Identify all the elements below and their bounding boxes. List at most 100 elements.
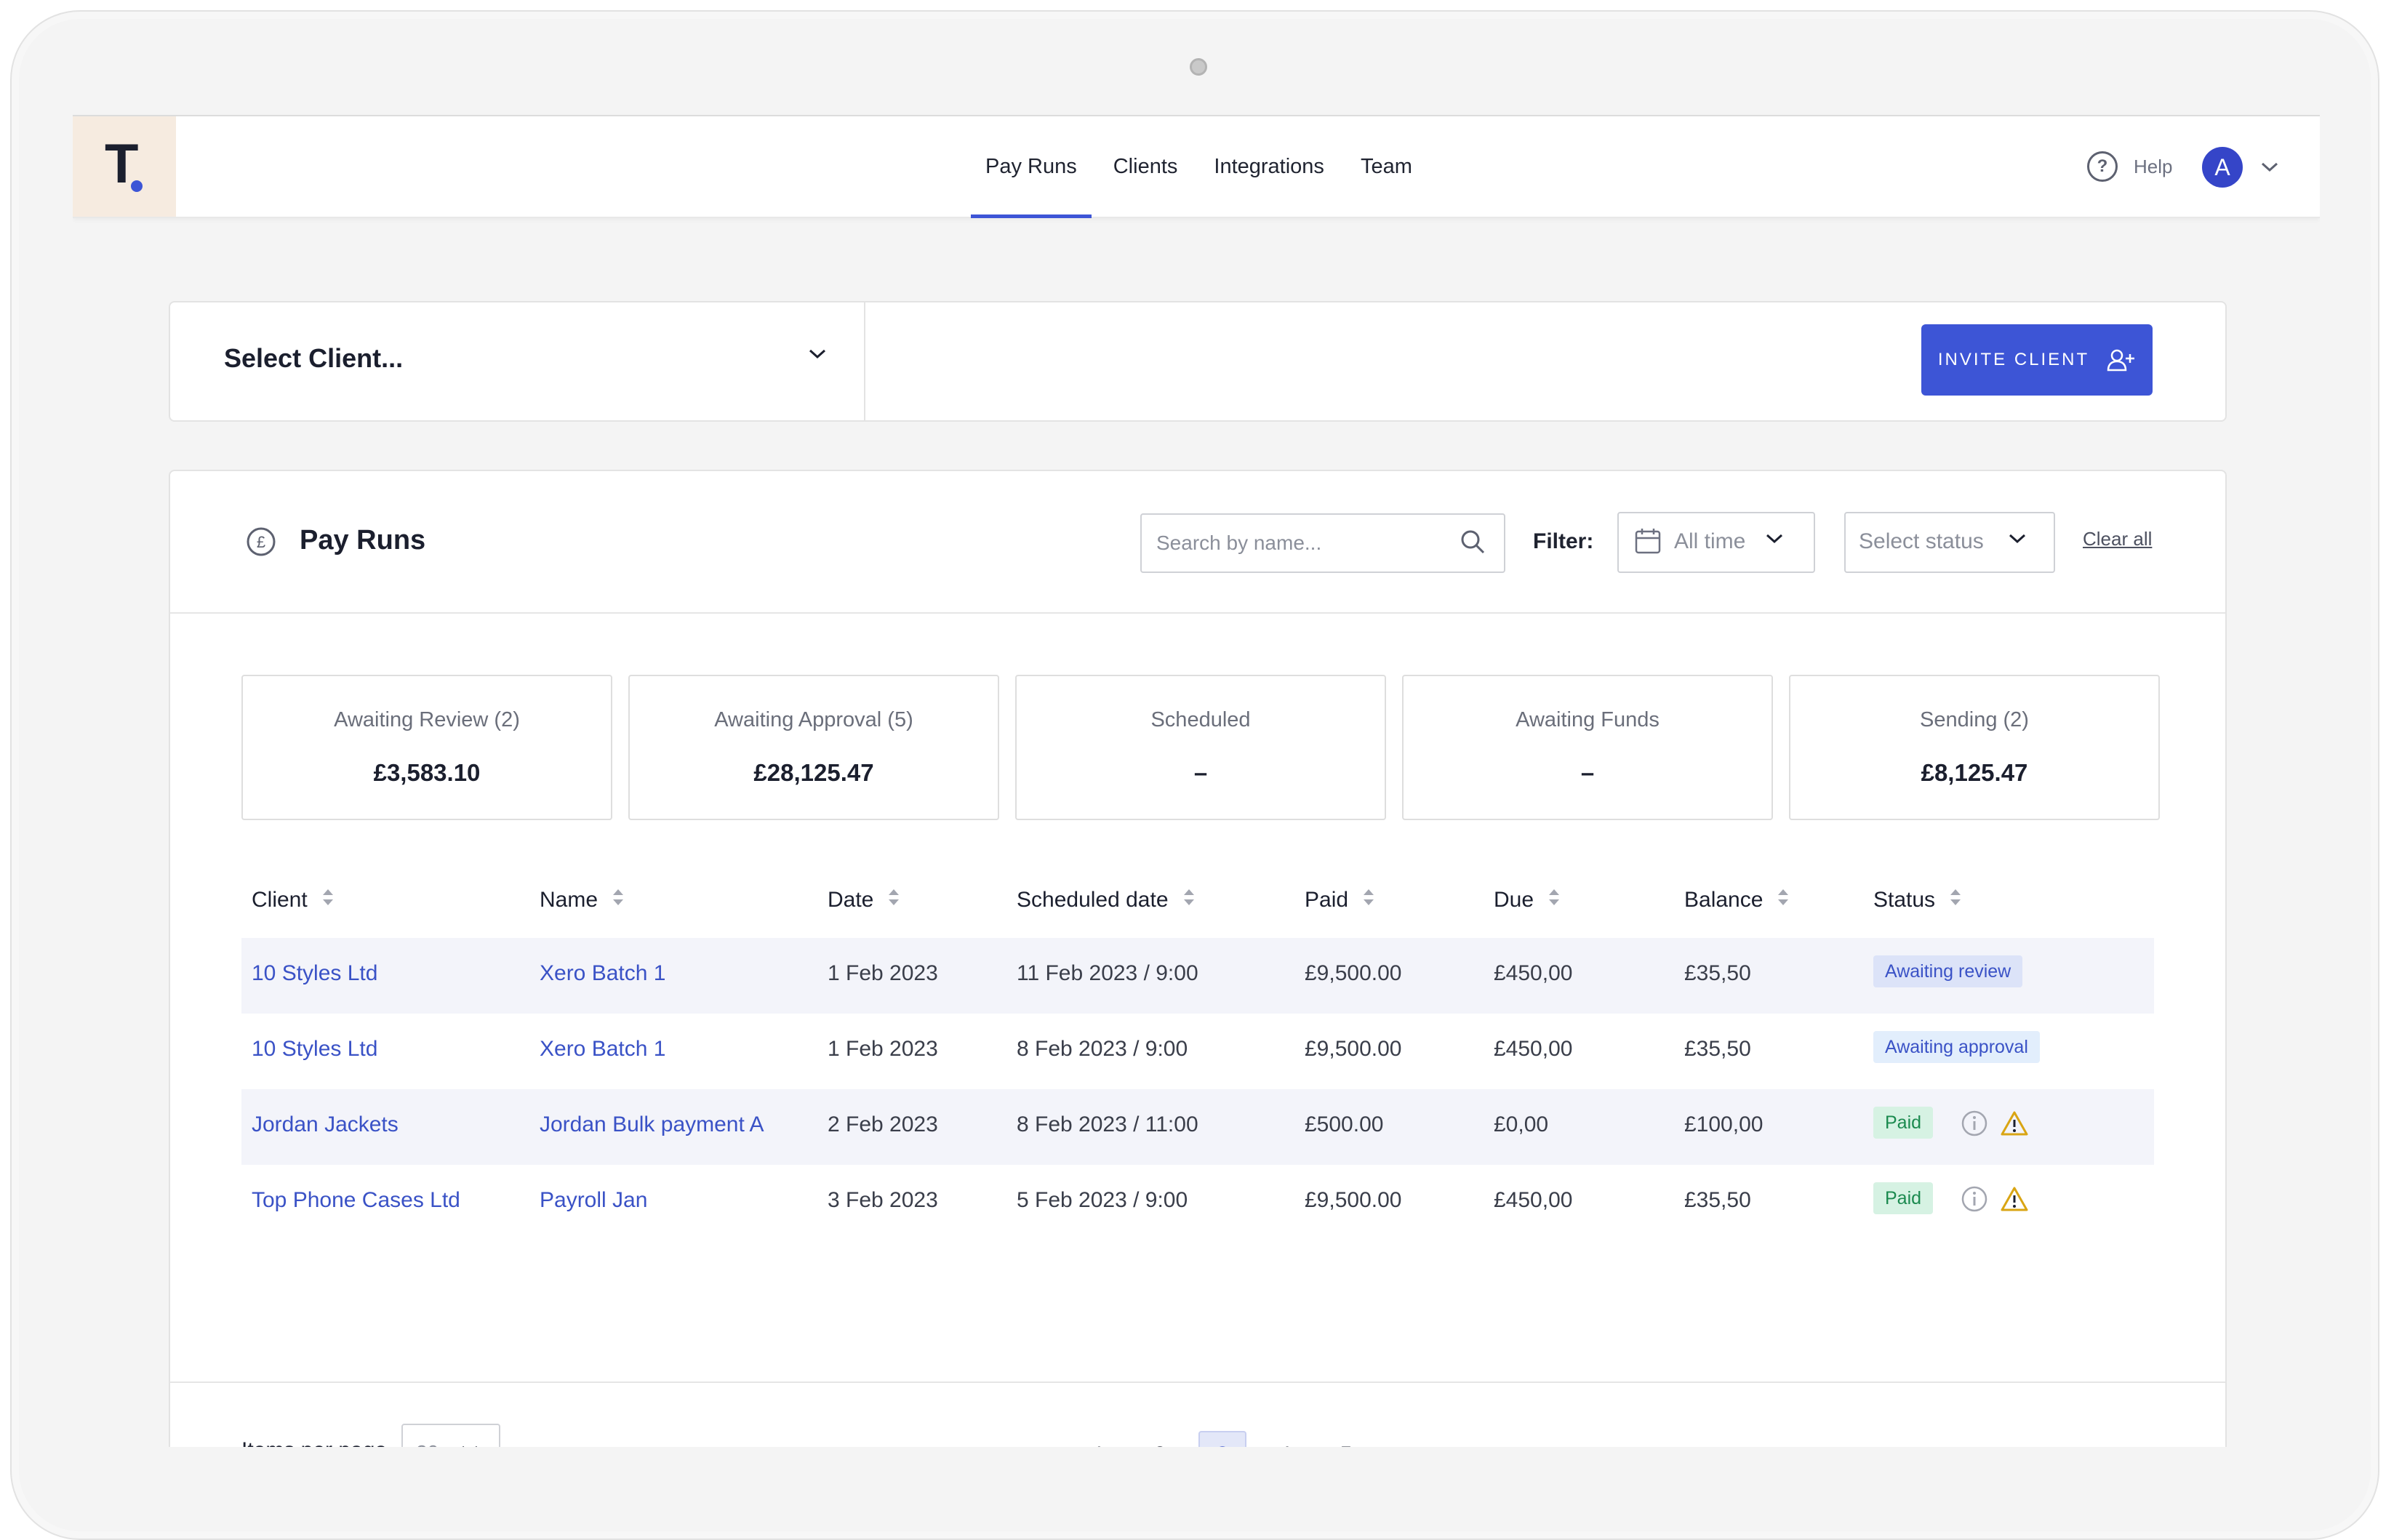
summary-cards: Awaiting Review (2) £3,583.10 Awaiting A… bbox=[241, 675, 2160, 820]
info-icon[interactable] bbox=[1961, 1110, 1988, 1137]
pay-run-name-link[interactable]: Xero Batch 1 bbox=[540, 1037, 666, 1061]
page-4-button[interactable]: 4 bbox=[1262, 1432, 1308, 1447]
client-select[interactable]: Select Client... bbox=[170, 302, 865, 420]
nav-clients[interactable]: Clients bbox=[1113, 155, 1178, 178]
nav-pay-runs[interactable]: Pay Runs bbox=[971, 116, 1092, 218]
avatar[interactable]: A bbox=[2202, 147, 2243, 188]
table-row[interactable]: Top Phone Cases Ltd Payroll Jan 3 Feb 20… bbox=[241, 1165, 2154, 1240]
sort-icon[interactable] bbox=[1547, 886, 1561, 915]
main-nav: Pay Runs Clients Integrations Team bbox=[971, 116, 1434, 218]
summary-value: £8,125.47 bbox=[1921, 759, 2028, 786]
summary-label: Awaiting Funds bbox=[1516, 708, 1660, 731]
table-row[interactable]: 10 Styles Ltd Xero Batch 1 1 Feb 2023 8 … bbox=[241, 1014, 2154, 1089]
status-filter-value: Select status bbox=[1859, 529, 1984, 553]
status-badge: Paid bbox=[1873, 1107, 1934, 1139]
pay-run-name-link[interactable]: Xero Batch 1 bbox=[540, 961, 666, 985]
top-nav: T Pay Runs Clients Integrations Team ? H… bbox=[73, 116, 2320, 218]
invite-client-label: INVITE CLIENT bbox=[1937, 350, 2090, 369]
column-header-client[interactable]: Client bbox=[252, 886, 335, 915]
summary-label: Awaiting Approval (5) bbox=[714, 708, 913, 731]
search-box bbox=[1140, 513, 1505, 573]
filter-label: Filter: bbox=[1533, 529, 1594, 553]
items-per-page-value: 20 bbox=[416, 1441, 439, 1447]
search-icon[interactable] bbox=[1459, 528, 1488, 561]
row-status-icons bbox=[1961, 1110, 2029, 1137]
column-header-scheduled-date[interactable]: Scheduled date bbox=[1017, 886, 1196, 915]
items-per-page-label: Items per page bbox=[241, 1438, 387, 1447]
chevron-down-icon[interactable] bbox=[2260, 161, 2279, 177]
scheduled-date-cell: 5 Feb 2023 / 9:00 bbox=[1017, 1188, 1188, 1212]
summary-card-awaiting-review[interactable]: Awaiting Review (2) £3,583.10 bbox=[241, 675, 612, 820]
warning-icon[interactable] bbox=[2000, 1185, 2029, 1213]
time-filter-dropdown[interactable]: All time bbox=[1617, 512, 1815, 573]
column-label: Due bbox=[1494, 888, 1534, 912]
client-select-label: Select Client... bbox=[224, 343, 404, 373]
pound-icon: £ bbox=[246, 526, 276, 561]
sort-icon[interactable] bbox=[611, 886, 625, 915]
pay-run-name-link[interactable]: Jordan Bulk payment A bbox=[540, 1112, 764, 1136]
sort-icon[interactable] bbox=[1361, 886, 1376, 915]
column-header-due[interactable]: Due bbox=[1494, 886, 1561, 915]
column-label: Scheduled date bbox=[1017, 888, 1169, 912]
paid-cell: £9,500.00 bbox=[1305, 1037, 1402, 1061]
page-3-button[interactable]: 3 bbox=[1198, 1431, 1246, 1447]
invite-client-button[interactable]: INVITE CLIENT bbox=[1921, 324, 2153, 396]
pay-runs-panel: £ Pay Runs Filter: All time bbox=[169, 470, 2227, 1447]
table-header: Client Name Date Scheduled date Paid bbox=[241, 858, 2154, 938]
help-link[interactable]: ? Help bbox=[2087, 151, 2172, 182]
client-link[interactable]: Top Phone Cases Ltd bbox=[252, 1188, 460, 1212]
client-link[interactable]: 10 Styles Ltd bbox=[252, 961, 378, 985]
summary-card-scheduled[interactable]: Scheduled – bbox=[1015, 675, 1386, 820]
column-header-status[interactable]: Status bbox=[1873, 886, 1963, 915]
column-header-date[interactable]: Date bbox=[828, 886, 901, 915]
summary-label: Scheduled bbox=[1150, 708, 1251, 731]
sort-icon[interactable] bbox=[1776, 886, 1790, 915]
date-cell: 1 Feb 2023 bbox=[828, 961, 938, 985]
double-chevron-right-icon[interactable] bbox=[1446, 1432, 1491, 1447]
column-header-name[interactable]: Name bbox=[540, 886, 625, 915]
status-badge: Paid bbox=[1873, 1182, 1934, 1214]
pay-runs-header: £ Pay Runs Filter: All time bbox=[170, 471, 2225, 614]
client-link[interactable]: Jordan Jackets bbox=[252, 1112, 399, 1136]
date-cell: 3 Feb 2023 bbox=[828, 1188, 938, 1212]
column-header-balance[interactable]: Balance bbox=[1684, 886, 1790, 915]
sort-icon[interactable] bbox=[886, 886, 901, 915]
client-bar: Select Client... INVITE CLIENT bbox=[169, 301, 2227, 422]
search-input[interactable] bbox=[1155, 525, 1449, 561]
logo[interactable]: T bbox=[73, 116, 176, 217]
column-header-paid[interactable]: Paid bbox=[1305, 886, 1376, 915]
column-label: Name bbox=[540, 888, 598, 912]
paid-cell: £500.00 bbox=[1305, 1112, 1384, 1136]
summary-card-awaiting-approval[interactable]: Awaiting Approval (5) £28,125.47 bbox=[628, 675, 999, 820]
page-1-button[interactable]: 1 bbox=[1076, 1432, 1121, 1447]
page-2-button[interactable]: 2 bbox=[1137, 1432, 1182, 1447]
table-row[interactable]: Jordan Jackets Jordan Bulk payment A 2 F… bbox=[241, 1089, 2154, 1165]
clear-all-link[interactable]: Clear all bbox=[2083, 528, 2153, 550]
app-screen: T Pay Runs Clients Integrations Team ? H… bbox=[73, 115, 2320, 1447]
svg-text:£: £ bbox=[257, 533, 265, 551]
table-row[interactable]: 10 Styles Ltd Xero Batch 1 1 Feb 2023 11… bbox=[241, 938, 2154, 1014]
sort-icon[interactable] bbox=[1182, 886, 1196, 915]
warning-icon[interactable] bbox=[2000, 1110, 2029, 1137]
scheduled-date-cell: 11 Feb 2023 / 9:00 bbox=[1017, 961, 1198, 985]
scheduled-date-cell: 8 Feb 2023 / 11:00 bbox=[1017, 1112, 1198, 1136]
nav-team[interactable]: Team bbox=[1360, 155, 1412, 178]
due-cell: £450,00 bbox=[1494, 1188, 1573, 1212]
camera-dot bbox=[1190, 58, 1207, 76]
summary-card-awaiting-funds[interactable]: Awaiting Funds – bbox=[1402, 675, 1773, 820]
status-filter-dropdown[interactable]: Select status bbox=[1844, 512, 2055, 573]
chevron-right-icon[interactable] bbox=[1385, 1432, 1430, 1447]
items-per-page-dropdown[interactable]: 20 bbox=[401, 1424, 500, 1447]
due-cell: £450,00 bbox=[1494, 1037, 1573, 1061]
date-cell: 2 Feb 2023 bbox=[828, 1112, 938, 1136]
pay-run-name-link[interactable]: Payroll Jan bbox=[540, 1188, 648, 1212]
page-5-button[interactable]: 5 bbox=[1324, 1432, 1369, 1447]
summary-label: Awaiting Review (2) bbox=[334, 708, 520, 731]
summary-card-sending[interactable]: Sending (2) £8,125.47 bbox=[1789, 675, 2160, 820]
summary-value: – bbox=[1193, 759, 1208, 786]
nav-integrations[interactable]: Integrations bbox=[1214, 155, 1324, 178]
info-icon[interactable] bbox=[1961, 1185, 1988, 1213]
client-link[interactable]: 10 Styles Ltd bbox=[252, 1037, 378, 1061]
sort-icon[interactable] bbox=[321, 886, 335, 915]
sort-icon[interactable] bbox=[1948, 886, 1963, 915]
